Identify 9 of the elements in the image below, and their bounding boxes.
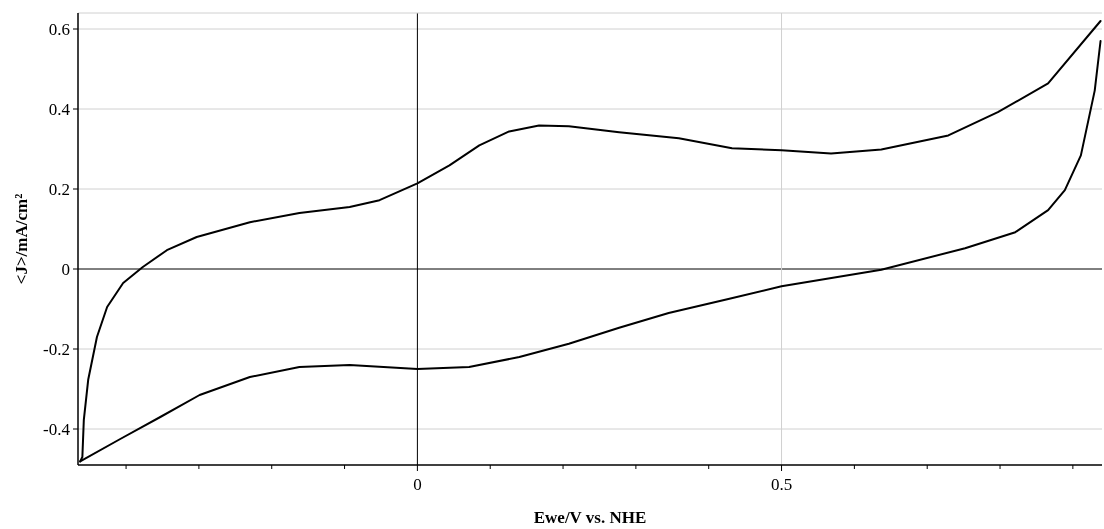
x-tick-label: 0.5	[770, 475, 793, 494]
y-tick-label: 0.4	[48, 99, 71, 119]
y-tick-label: -0.2	[43, 339, 70, 359]
x-axis-title: Ewe/V vs. NHE	[533, 508, 647, 527]
y-tick-label: -0.4	[43, 419, 71, 439]
y-tick-label: 0.2	[48, 179, 70, 199]
y-tick-label: 0	[61, 259, 70, 279]
y-tick-label: 0.6	[48, 19, 70, 39]
y-axis-title: <J>/mA/cm²	[12, 193, 31, 285]
